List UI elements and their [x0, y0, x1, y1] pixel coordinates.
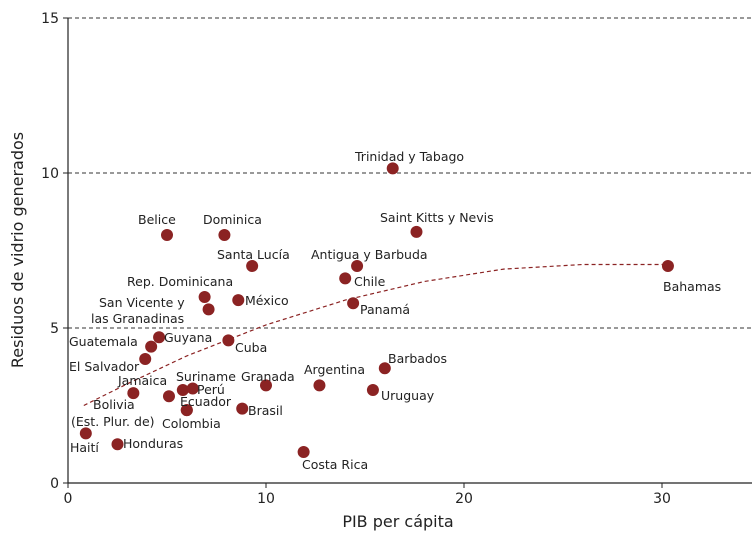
- data-point: [246, 260, 259, 272]
- data-point: [218, 229, 231, 241]
- x-ticks: 0 10 20 30: [64, 483, 671, 507]
- point-label: Guatemala: [69, 334, 138, 349]
- point-label: Costa Rica: [302, 457, 368, 472]
- x-tick-label: 30: [653, 491, 671, 507]
- y-axis-title: Residuos de vidrio generados: [8, 132, 27, 368]
- data-point: [661, 260, 674, 272]
- data-points: [79, 162, 674, 458]
- point-label: Bolivia (Est. Plur. de): [71, 397, 155, 429]
- data-point: [186, 382, 199, 395]
- point-label: Granada: [241, 369, 295, 384]
- data-point: [366, 384, 379, 396]
- point-label: Bahamas: [663, 279, 721, 294]
- point-label: Perú: [197, 382, 225, 397]
- data-point: [236, 402, 249, 415]
- point-label: Colombia: [162, 416, 221, 431]
- x-tick-label: 10: [257, 491, 275, 507]
- point-label: Guyana: [164, 330, 212, 345]
- point-label: Santa Lucía: [217, 247, 290, 262]
- data-point: [127, 387, 140, 400]
- point-labels: Trinidad y Tabago Belice Dominica Saint Kit…: [69, 149, 721, 472]
- data-point: [145, 340, 158, 353]
- y-tick-label: 15: [41, 11, 59, 27]
- data-point: [410, 225, 423, 238]
- data-point: [232, 294, 245, 307]
- x-axis-title: PIB per cápita: [342, 512, 453, 531]
- point-label: Suriname: [176, 369, 236, 384]
- y-tick-label: 10: [41, 166, 59, 182]
- data-point: [198, 291, 211, 303]
- data-point: [162, 390, 175, 403]
- x-tick-label: 20: [455, 491, 473, 507]
- point-label: Ecuador: [180, 394, 232, 409]
- data-point: [180, 404, 193, 417]
- point-label: Jamaica: [117, 373, 167, 388]
- point-label: Honduras: [123, 436, 183, 451]
- data-point: [351, 260, 364, 272]
- data-point: [176, 384, 189, 396]
- data-point: [386, 162, 399, 175]
- data-point: [139, 353, 152, 365]
- y-tick-label: 0: [50, 476, 59, 492]
- point-label: México: [245, 293, 289, 308]
- data-point: [347, 297, 360, 310]
- data-point: [202, 303, 215, 316]
- trend-line: [83, 263, 668, 407]
- point-label: Belice: [138, 212, 176, 227]
- point-label: Barbados: [388, 351, 447, 366]
- point-label: San Vicente y las Granadinas: [91, 295, 185, 326]
- data-point: [339, 272, 352, 285]
- data-point: [161, 229, 173, 241]
- data-point: [297, 446, 310, 458]
- data-point: [79, 427, 92, 440]
- point-label: Cuba: [235, 340, 267, 355]
- y-ticks: 0 5 10 15: [41, 11, 68, 492]
- point-label: Brasil: [248, 403, 283, 418]
- point-label: El Salvador: [69, 359, 140, 374]
- data-point: [111, 438, 124, 451]
- data-point: [313, 379, 326, 392]
- point-label: Dominica: [203, 212, 262, 227]
- data-point: [153, 331, 166, 344]
- point-label: Antigua y Barbuda: [311, 247, 428, 262]
- data-point: [222, 334, 235, 347]
- point-label: Rep. Dominicana: [127, 274, 233, 289]
- y-tick-label: 5: [50, 321, 59, 337]
- axes: [67, 18, 752, 484]
- point-label: Panamá: [360, 302, 410, 317]
- point-label: Chile: [354, 274, 386, 289]
- point-label: Saint Kitts y Nevis: [380, 210, 494, 225]
- point-label: Haití: [70, 440, 99, 455]
- data-point: [378, 362, 391, 375]
- point-label: Argentina: [304, 362, 365, 377]
- point-label: Trinidad y Tabago: [354, 149, 464, 164]
- grid-lines: [68, 17, 752, 329]
- x-tick-label: 0: [64, 491, 73, 507]
- point-label: Uruguay: [381, 388, 435, 403]
- data-point: [260, 379, 272, 392]
